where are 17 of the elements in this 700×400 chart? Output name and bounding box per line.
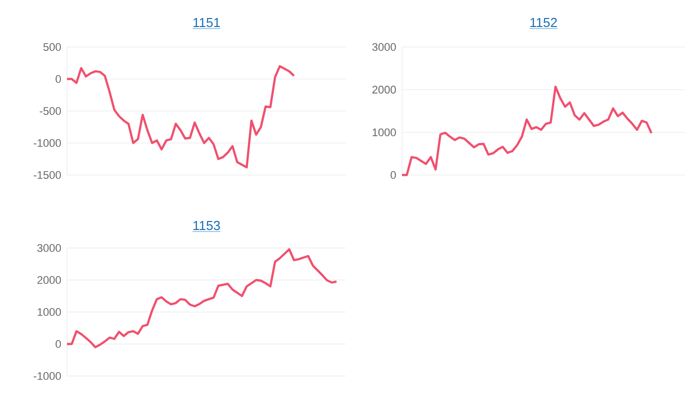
y-tick-label: 1000	[38, 308, 61, 316]
y-tick-label: 0	[56, 340, 61, 348]
y-tick-label: 0	[56, 75, 61, 83]
y-tick-label: -1500	[34, 171, 61, 179]
y-tick-label: 3000	[372, 43, 396, 51]
y-tick-label: 1000	[372, 128, 396, 136]
y-tick-label: 3000	[37, 244, 61, 252]
y-tick-label: -500	[40, 107, 61, 115]
y-tick-label: -1000	[34, 372, 61, 380]
y-tick-label: 500	[43, 43, 61, 51]
chart-title: 1153	[194, 220, 220, 230]
y-tick-label: 2000	[37, 276, 61, 284]
chart-title: 1152	[530, 18, 557, 28]
chart-title: 1151	[194, 18, 220, 28]
y-tick-label: 0	[390, 171, 396, 179]
y-tick-label: 2000	[372, 86, 396, 94]
y-tick-label: -1000	[34, 139, 61, 147]
